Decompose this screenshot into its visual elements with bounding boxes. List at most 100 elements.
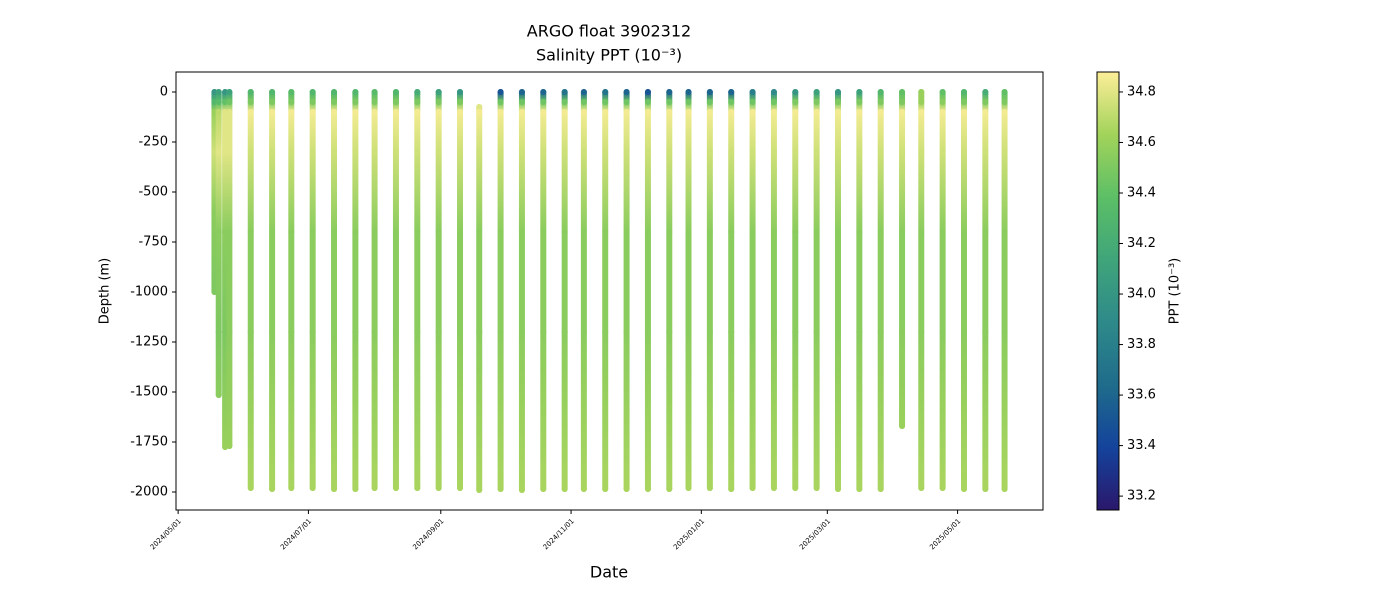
sample-point: [435, 89, 442, 95]
sample-point: [392, 229, 399, 235]
sample-point: [435, 229, 442, 235]
sample-point: [331, 229, 338, 235]
y-tick-label: -2000: [130, 485, 168, 500]
sample-point: [226, 99, 233, 105]
sample-point: [518, 109, 525, 115]
sample-point: [497, 149, 504, 155]
sample-point: [666, 109, 673, 115]
sample-point: [215, 99, 222, 105]
sample-point: [561, 99, 568, 105]
sample-point: [792, 89, 799, 95]
sample-point: [269, 486, 276, 492]
y-tick-label: -1500: [130, 385, 168, 400]
sample-point: [476, 329, 483, 335]
sample-point: [352, 329, 359, 335]
sample-point: [540, 149, 547, 155]
chart-title: ARGO float 3902312: [527, 22, 691, 41]
sample-point: [834, 89, 841, 95]
sample-point: [960, 329, 967, 335]
sample-point: [856, 229, 863, 235]
sample-point: [939, 485, 946, 491]
sample-point: [288, 99, 295, 105]
sample-point: [269, 329, 276, 335]
colorbar-tick-label: 34.6: [1127, 135, 1156, 150]
sample-point: [518, 329, 525, 335]
sample-point: [877, 109, 884, 115]
sample-point: [644, 109, 651, 115]
sample-point: [623, 89, 630, 95]
sample-point: [476, 109, 483, 115]
sample-point: [497, 486, 504, 492]
sample-point: [899, 423, 906, 429]
colorbar-tick-label: 34.0: [1127, 287, 1156, 302]
sample-point: [414, 229, 421, 235]
colorbar-tick-label: 34.8: [1127, 84, 1156, 99]
sample-point: [602, 486, 609, 492]
sample-point: [352, 149, 359, 155]
sample-point: [371, 99, 378, 105]
sample-point: [392, 149, 399, 155]
sample-point: [561, 329, 568, 335]
sample-point: [518, 487, 525, 493]
sample-point: [856, 109, 863, 115]
sample-point: [728, 149, 735, 155]
sample-point: [414, 109, 421, 115]
sample-point: [269, 109, 276, 115]
sample-point: [497, 109, 504, 115]
sample-point: [960, 486, 967, 492]
sample-point: [457, 89, 464, 95]
sample-point: [899, 89, 906, 95]
colorbar-tick-label: 33.6: [1127, 388, 1156, 403]
sample-point: [518, 89, 525, 95]
sample-point: [770, 109, 777, 115]
sample-point: [435, 99, 442, 105]
sample-point: [414, 329, 421, 335]
sample-point: [770, 485, 777, 491]
sample-point: [792, 485, 799, 491]
sample-point: [813, 149, 820, 155]
sample-point: [706, 485, 713, 491]
sample-point: [1001, 109, 1008, 115]
x-tick-label: 2025/01/01: [672, 517, 706, 551]
sample-point: [813, 329, 820, 335]
sample-point: [918, 485, 925, 491]
sample-point: [666, 89, 673, 95]
sample-point: [457, 149, 464, 155]
sample-point: [644, 486, 651, 492]
sample-point: [561, 89, 568, 95]
sample-point: [1001, 99, 1008, 105]
sample-point: [792, 99, 799, 105]
sample-point: [982, 89, 989, 95]
sample-point: [834, 486, 841, 492]
y-tick-label: -1250: [130, 335, 168, 350]
sample-point: [580, 486, 587, 492]
sample-point: [561, 149, 568, 155]
x-tick-label: 2025/05/01: [928, 517, 962, 551]
colorbar-tick-label: 33.2: [1127, 489, 1156, 504]
plot-frame: [175, 71, 1044, 511]
sample-point: [269, 149, 276, 155]
sample-point: [770, 149, 777, 155]
sample-point: [918, 149, 925, 155]
sample-point: [749, 485, 756, 491]
sample-point: [215, 89, 222, 95]
sample-point: [685, 485, 692, 491]
sample-point: [518, 149, 525, 155]
sample-point: [1001, 329, 1008, 335]
sample-point: [899, 99, 906, 105]
sample-point: [644, 99, 651, 105]
sample-point: [939, 99, 946, 105]
sample-point: [392, 485, 399, 491]
colorbar-tick-label: 34.2: [1127, 236, 1156, 251]
sample-point: [435, 485, 442, 491]
sample-point: [602, 99, 609, 105]
sample-point: [960, 99, 967, 105]
sample-point: [834, 229, 841, 235]
sample-point: [685, 329, 692, 335]
sample-point: [247, 149, 254, 155]
sample-point: [540, 99, 547, 105]
sample-point: [580, 229, 587, 235]
sample-point: [623, 149, 630, 155]
sample-point: [226, 149, 233, 155]
